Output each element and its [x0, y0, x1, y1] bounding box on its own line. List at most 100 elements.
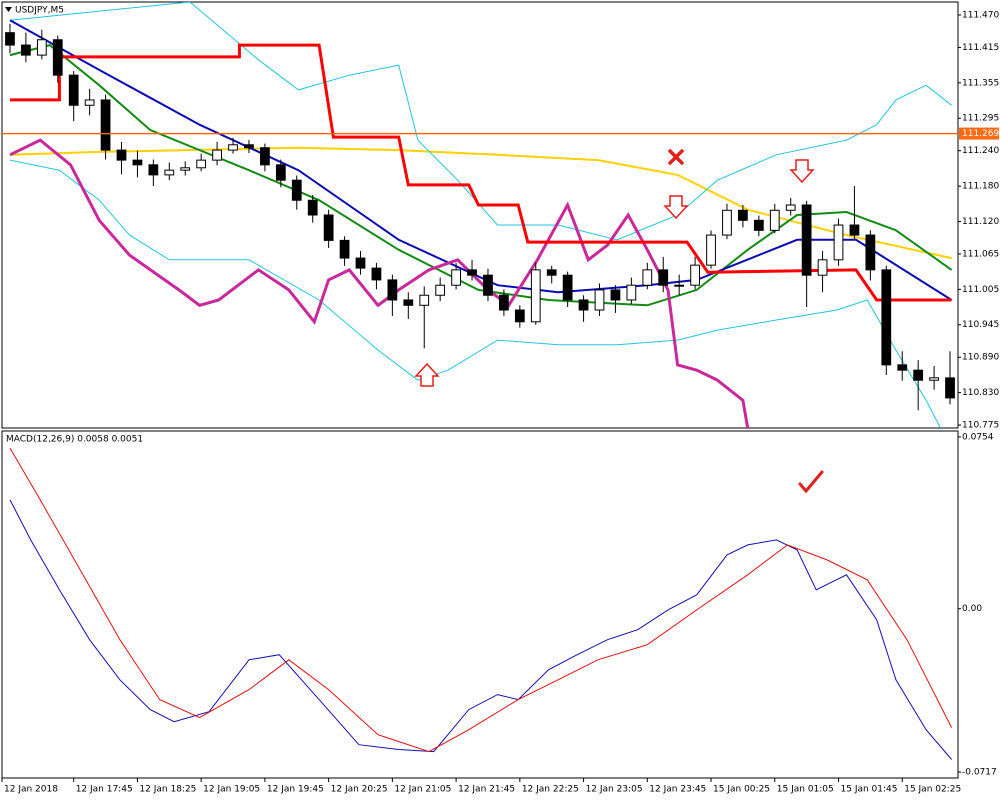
- candle-body: [5, 32, 15, 46]
- x-tick-label: 12 Jan 20:25: [331, 785, 388, 795]
- candle-body: [801, 204, 812, 276]
- candle-body: [690, 264, 700, 286]
- candle-body: [849, 224, 860, 236]
- indicator-line: [9, 159, 941, 428]
- x-tick-label: 12 Jan 23:05: [586, 785, 643, 795]
- y-tick-label: 110.775: [962, 421, 999, 431]
- x-tick-label: 12 Jan 17:45: [76, 785, 133, 795]
- candle-body: [228, 144, 238, 151]
- down-arrow: [789, 159, 815, 184]
- candle-body: [897, 364, 908, 371]
- candle-body: [148, 164, 159, 176]
- candle-body: [722, 209, 732, 236]
- candle-body: [865, 234, 876, 271]
- candle-body: [753, 219, 764, 231]
- candle-body: [387, 279, 398, 301]
- price-label: 111.269: [962, 129, 999, 139]
- price-plot: [2, 2, 958, 428]
- candle-body: [738, 209, 748, 221]
- y-tick-label: 110.830: [962, 388, 999, 398]
- indicator-line: [9, 44, 953, 307]
- candle-body: [785, 204, 796, 211]
- candle-body: [371, 267, 382, 281]
- y-tick-label: 111.470: [962, 10, 999, 20]
- macd-panel: [1, 430, 959, 779]
- candle-body: [499, 294, 509, 311]
- candle-body: [100, 99, 111, 151]
- cross-icon: [668, 149, 684, 165]
- y-tick-label: 111.415: [962, 43, 999, 53]
- candle-body: [674, 284, 685, 287]
- x-tick-label: 15 Jan 02:25: [904, 785, 961, 795]
- candle-body: [594, 289, 605, 311]
- indicator-line: [9, 447, 953, 753]
- y-tick-label: 111.120: [962, 217, 999, 227]
- y-tick-label: 111.005: [962, 285, 999, 295]
- candle-body: [706, 234, 716, 266]
- chart-title: USDJPY,M5: [15, 6, 64, 16]
- candle-body: [467, 269, 477, 276]
- candle-body: [451, 269, 461, 286]
- check-icon: [798, 470, 824, 494]
- candle-body: [68, 74, 79, 106]
- price-panel: [1, 1, 959, 429]
- candle-body: [530, 269, 541, 323]
- macd-title: MACD(12,26,9) 0.0058 0.0051: [6, 435, 143, 445]
- down-arrow: [663, 195, 689, 220]
- candle-body: [36, 39, 47, 56]
- candle-body: [833, 224, 844, 261]
- candle-body: [435, 284, 446, 296]
- candle-body: [578, 299, 589, 311]
- candle-body: [275, 164, 286, 181]
- y-tick-label: 110.890: [962, 353, 999, 363]
- candle-body: [180, 167, 191, 171]
- x-tick-label: 12 Jan 19:05: [203, 785, 260, 795]
- x-tick-label: 12 Jan 18:25: [139, 785, 196, 795]
- axes: 111.470 111.415 111.355 111.295 111.240 111.1…: [1, 10, 999, 795]
- candle-body: [323, 214, 334, 241]
- x-tick-label: 15 Jan 00:25: [713, 785, 770, 795]
- candle-body: [483, 274, 493, 296]
- macd-plot: [9, 447, 953, 760]
- candle-body: [562, 274, 573, 301]
- y-tick-label: 110.945: [962, 320, 999, 330]
- x-tick-label: 12 Jan 2018: [4, 785, 58, 795]
- indicator-line: [9, 138, 750, 428]
- candle-body: [132, 159, 143, 166]
- candle-body: [116, 149, 127, 161]
- x-tick-label: 15 Jan 01:45: [841, 785, 898, 795]
- x-tick-label: 12 Jan 21:05: [394, 785, 451, 795]
- candle-body: [913, 369, 924, 381]
- x-tick-label: 12 Jan 23:45: [649, 785, 706, 795]
- candle-body: [307, 199, 318, 216]
- candle-body: [817, 259, 828, 276]
- candle-body: [626, 284, 637, 301]
- candle-body: [929, 377, 939, 381]
- candle-body: [244, 144, 254, 149]
- candle-body: [769, 209, 780, 231]
- up-arrow: [414, 362, 440, 387]
- candle-body: [84, 99, 95, 106]
- candle-body: [642, 269, 653, 286]
- candle-body: [355, 257, 366, 269]
- y-tick-label: 111.295: [962, 114, 999, 124]
- x-tick-label: 12 Jan 19:45: [267, 785, 324, 795]
- candle-body: [52, 39, 63, 76]
- y-tick-label: 111.355: [962, 78, 999, 88]
- y-tick-label: 111.065: [962, 249, 999, 259]
- candle-body: [610, 289, 621, 301]
- x-tick-label: 12 Jan 22:25: [522, 785, 579, 795]
- signal-icons: [414, 159, 815, 387]
- candle-body: [21, 44, 31, 56]
- candle-body: [546, 269, 557, 276]
- candle-body: [339, 239, 350, 259]
- candle-body: [403, 299, 414, 306]
- price-label-box: [959, 127, 999, 140]
- y-tick-label: 0.0754: [962, 432, 994, 442]
- candle-body: [419, 294, 430, 306]
- candle-body: [260, 147, 270, 166]
- x-tick-label: 12 Jan 21:45: [458, 785, 515, 795]
